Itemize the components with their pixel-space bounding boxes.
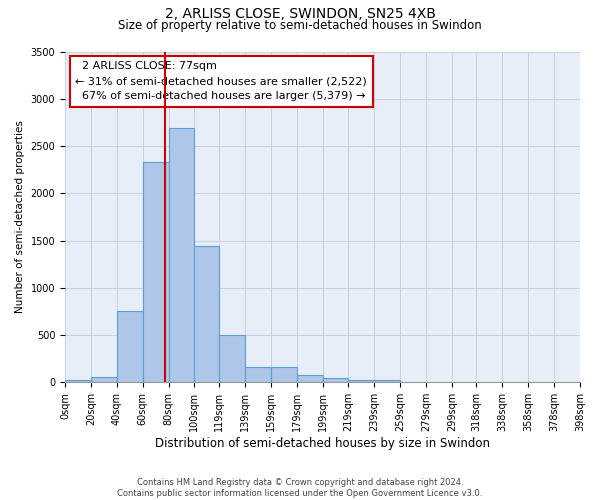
Text: 2 ARLISS CLOSE: 77sqm
← 31% of semi-detached houses are smaller (2,522)
  67% of: 2 ARLISS CLOSE: 77sqm ← 31% of semi-deta… (76, 62, 367, 101)
Bar (194, 246, 219, 382)
Bar (219, 335, 245, 382)
Y-axis label: Number of semi-detached properties: Number of semi-detached properties (15, 120, 25, 314)
Bar (143, 162, 169, 382)
Bar (169, 128, 194, 382)
Bar (65, 380, 91, 382)
Text: Contains HM Land Registry data © Crown copyright and database right 2024.
Contai: Contains HM Land Registry data © Crown c… (118, 478, 482, 498)
Bar (374, 380, 400, 382)
Bar (245, 367, 271, 382)
Bar (117, 310, 143, 382)
Text: 2, ARLISS CLOSE, SWINDON, SN25 4XB: 2, ARLISS CLOSE, SWINDON, SN25 4XB (164, 8, 436, 22)
Bar (91, 376, 117, 382)
Title: 2, ARLISS CLOSE, SWINDON, SN25 4XB
Size of property relative to semi-detached ho: 2, ARLISS CLOSE, SWINDON, SN25 4XB Size … (0, 499, 1, 500)
Text: Size of property relative to semi-detached houses in Swindon: Size of property relative to semi-detach… (118, 18, 482, 32)
X-axis label: Distribution of semi-detached houses by size in Swindon: Distribution of semi-detached houses by … (155, 437, 490, 450)
Bar (349, 380, 374, 382)
Bar (296, 376, 323, 382)
Bar (271, 367, 296, 382)
Bar (323, 378, 349, 382)
